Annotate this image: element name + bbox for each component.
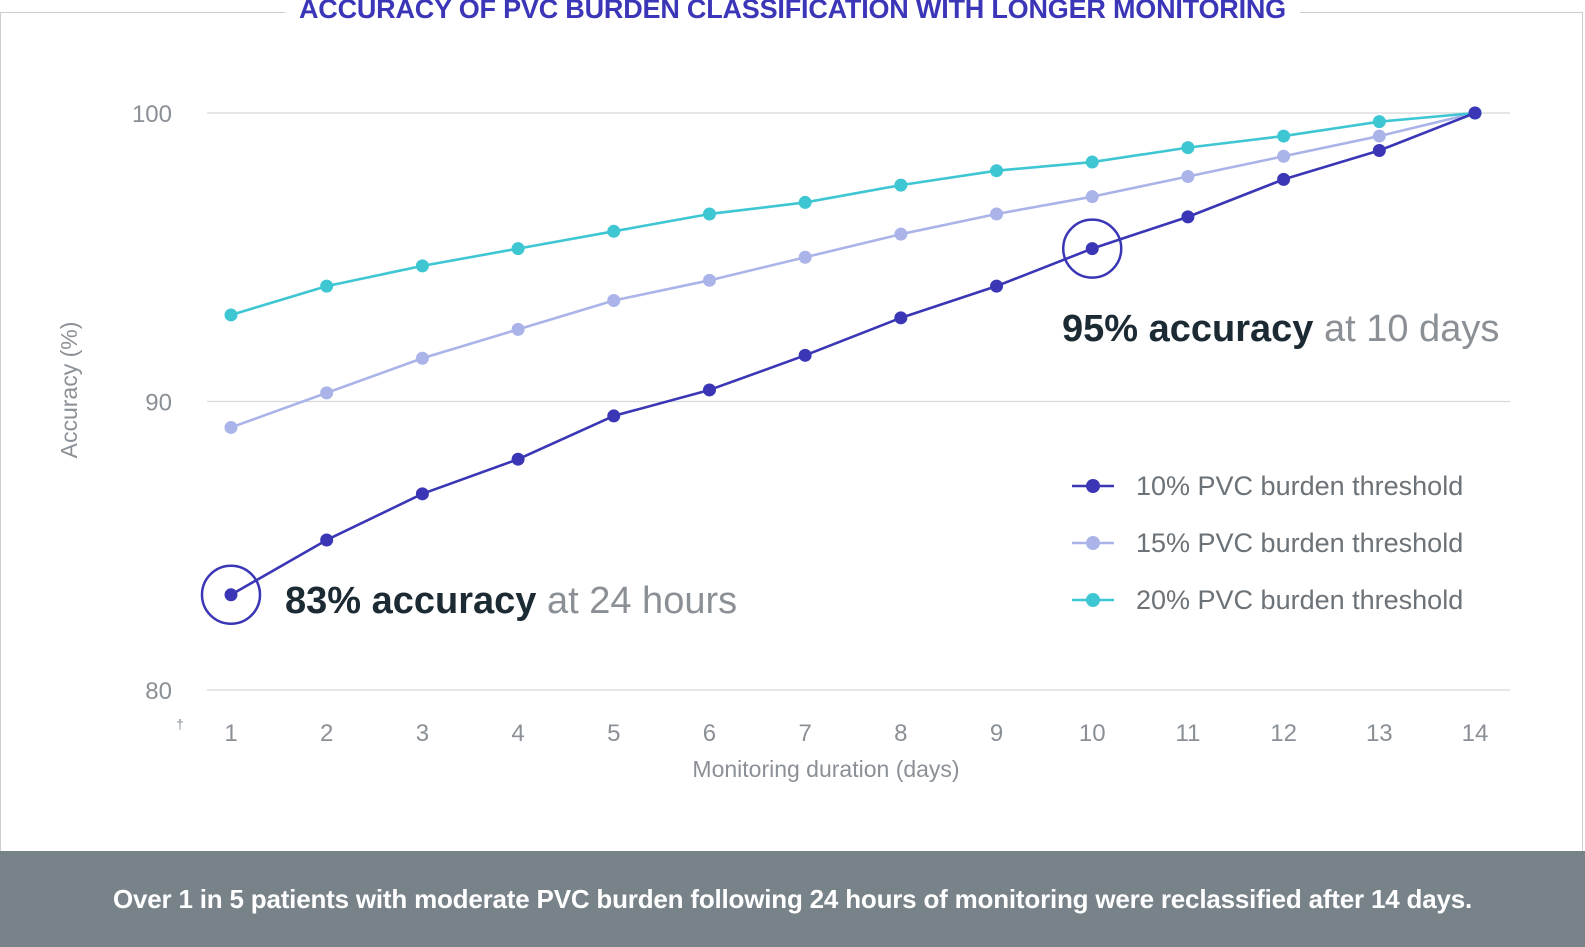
x-tick-label-4: 4	[511, 720, 524, 747]
annotation-day10: 95% accuracy at 10 days	[1062, 308, 1499, 350]
x-tick-label-7: 7	[798, 720, 811, 747]
grid-lines	[207, 112, 1510, 691]
data-point-s1-x14	[1468, 106, 1482, 120]
data-point-s2-x2	[320, 386, 334, 400]
y-axis-ticks: 80 90 100	[132, 101, 172, 705]
y-tick-label-80: 80	[145, 678, 172, 705]
legend: 10% PVC burden threshold 15% PVC burden t…	[1072, 471, 1463, 615]
data-point-s1-x9	[990, 279, 1004, 293]
x-tick-label-10: 10	[1079, 720, 1106, 747]
series-line-1	[230, 111, 1476, 596]
axis-break-marker: †	[176, 716, 184, 732]
data-point-s3-x12	[1277, 129, 1291, 143]
data-point-s2-x9	[990, 207, 1004, 221]
data-point-s1-x4	[511, 452, 525, 466]
data-point-s3-x6	[702, 207, 716, 221]
data-point-s1-x7	[798, 348, 812, 362]
data-point-s2-x11	[1181, 169, 1195, 183]
x-tick-label-11: 11	[1175, 720, 1200, 747]
data-point-s2-x5	[607, 294, 621, 308]
legend-label-2: 15% PVC burden threshold	[1136, 528, 1463, 558]
data-point-s1-x13	[1372, 144, 1386, 158]
x-tick-label-6: 6	[703, 720, 716, 747]
data-point-s1-x8	[894, 311, 908, 325]
data-point-s1-x11	[1181, 210, 1195, 224]
legend-label-1: 10% PVC burden threshold	[1136, 471, 1463, 501]
data-point-s1-x5	[607, 409, 621, 423]
x-tick-label-9: 9	[990, 720, 1003, 747]
data-point-s2-x12	[1277, 149, 1291, 163]
data-point-s2-x6	[702, 273, 716, 287]
data-point-s2-x13	[1372, 129, 1386, 143]
footer-text: Over 1 in 5 patients with moderate PVC b…	[112, 883, 1472, 914]
data-point-s3-x2	[320, 279, 334, 293]
chart-title: ACCURACY OF PVC BURDEN CLASSIFICATION WI…	[284, 0, 1300, 24]
series-line-2	[230, 111, 1476, 429]
x-tick-label-12: 12	[1270, 720, 1297, 747]
x-tick-label-8: 8	[894, 720, 907, 747]
legend-marker-3	[1086, 593, 1100, 607]
data-point-s3-x3	[415, 259, 429, 273]
data-point-s2-x10	[1085, 190, 1099, 204]
highlight-circle-day1	[200, 564, 262, 626]
series-lines	[224, 106, 1482, 602]
x-tick-label-14: 14	[1462, 720, 1489, 747]
data-point-s1-x6	[702, 383, 716, 397]
annotation-day1-bold: 83% accuracy	[285, 580, 536, 622]
data-point-s3-x5	[607, 224, 621, 238]
x-tick-label-13: 13	[1366, 720, 1393, 747]
y-axis-label: Accuracy (%)	[56, 322, 82, 459]
data-point-s3-x11	[1181, 141, 1195, 155]
legend-marker-1	[1086, 479, 1100, 493]
data-point-s1-x12	[1277, 172, 1291, 186]
annotation-day10-bold: 95% accuracy	[1062, 308, 1313, 350]
data-point-s2-x4	[511, 322, 525, 336]
series-line-3	[230, 111, 1476, 317]
data-point-s2-x1	[224, 420, 238, 434]
data-point-s2-x8	[894, 227, 908, 241]
annotation-day10-rest: at 10 days	[1313, 308, 1499, 350]
data-point-s2-x3	[415, 351, 429, 365]
data-point-s3-x7	[798, 195, 812, 209]
data-point-s3-x13	[1372, 115, 1386, 129]
data-point-s3-x8	[894, 178, 908, 192]
data-point-s3-x10	[1085, 155, 1099, 169]
data-point-s3-x4	[511, 242, 525, 256]
data-point-s2-x7	[798, 250, 812, 264]
data-point-s1-x1	[224, 588, 238, 602]
annotation-day1-rest: at 24 hours	[536, 580, 737, 622]
x-tick-label-2: 2	[320, 720, 333, 747]
chart-title-wrap: ACCURACY OF PVC BURDEN CLASSIFICATION WI…	[0, 0, 1585, 25]
y-tick-label-90: 90	[145, 390, 172, 417]
x-tick-label-3: 3	[416, 720, 429, 747]
data-point-s1-x2	[320, 533, 334, 547]
legend-label-3: 20% PVC burden threshold	[1136, 585, 1463, 615]
y-tick-label-100: 100	[132, 101, 172, 128]
x-tick-label-1: 1	[224, 720, 237, 747]
footer-banner: Over 1 in 5 patients with moderate PVC b…	[0, 851, 1585, 947]
x-axis-label: Monitoring duration (days)	[692, 756, 959, 782]
annotation-day1: 83% accuracy at 24 hours	[285, 580, 737, 622]
x-tick-label-5: 5	[607, 720, 620, 747]
legend-marker-2	[1086, 536, 1100, 550]
data-point-s1-x3	[415, 487, 429, 501]
data-point-s1-x10	[1085, 242, 1099, 256]
highlight-circle-day10	[1061, 218, 1123, 279]
x-axis-ticks: 1 2 3 4 5 6 7 8 9 10 11 12 13 14	[224, 720, 1488, 747]
annotations: 83% accuracy at 24 hours 95% accuracy at …	[200, 218, 1499, 626]
data-point-s3-x9	[990, 164, 1004, 178]
data-point-s3-x1	[224, 308, 238, 322]
